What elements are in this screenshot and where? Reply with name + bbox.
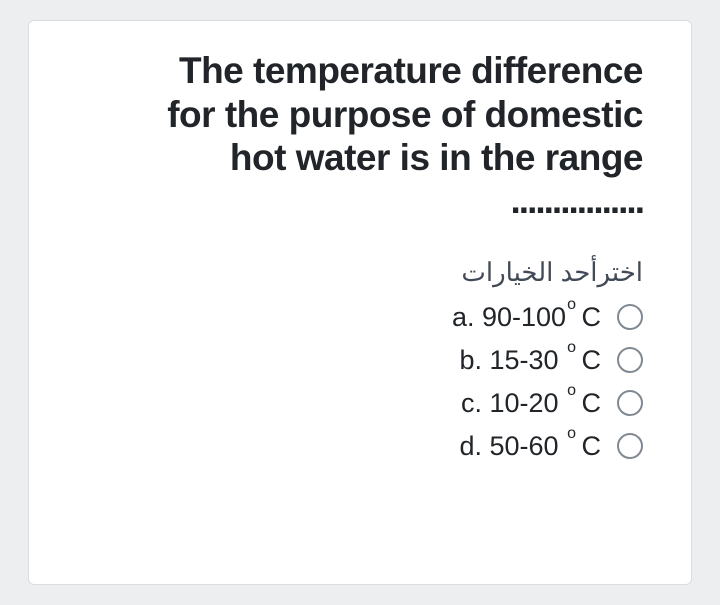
question-dots: ................ <box>77 182 643 219</box>
option-d[interactable]: d. 50-60 o C <box>77 433 643 460</box>
option-a[interactable]: a. 90-100o C <box>77 304 643 331</box>
degree-icon: o <box>567 425 576 442</box>
options-group: a. 90-100o C b. 15-30 o C c. 10-20 o C <box>77 304 643 460</box>
radio-b[interactable] <box>617 347 643 373</box>
question-line-1: The temperature difference <box>179 50 643 91</box>
question-line-3: hot water is in the range <box>230 137 643 178</box>
choose-instruction: اخترأحد الخيارات <box>77 257 643 288</box>
radio-a[interactable] <box>617 304 643 330</box>
option-b[interactable]: b. 15-30 o C <box>77 347 643 374</box>
option-c[interactable]: c. 10-20 o C <box>77 390 643 417</box>
degree-icon: o <box>567 382 576 399</box>
radio-c[interactable] <box>617 390 643 416</box>
degree-icon: o <box>567 296 576 313</box>
question-line-2: for the purpose of domestic <box>167 94 643 135</box>
option-c-label: c. 10-20 o C <box>461 390 601 417</box>
question-card: The temperature difference for the purpo… <box>28 20 692 585</box>
option-a-label: a. 90-100o C <box>452 304 601 331</box>
question-text: The temperature difference for the purpo… <box>77 49 643 180</box>
option-d-label: d. 50-60 o C <box>459 433 601 460</box>
radio-d[interactable] <box>617 433 643 459</box>
degree-icon: o <box>567 339 576 356</box>
option-b-label: b. 15-30 o C <box>459 347 601 374</box>
